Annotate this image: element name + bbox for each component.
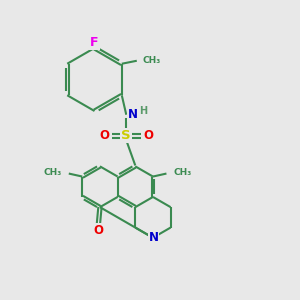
Text: N: N bbox=[148, 231, 158, 244]
Text: O: O bbox=[99, 129, 110, 142]
Text: CH₃: CH₃ bbox=[173, 169, 191, 178]
Text: O: O bbox=[143, 129, 153, 142]
Text: H: H bbox=[139, 106, 147, 116]
Text: O: O bbox=[93, 224, 103, 237]
Text: S: S bbox=[122, 129, 131, 142]
Text: CH₃: CH₃ bbox=[43, 169, 61, 178]
Text: CH₃: CH₃ bbox=[143, 56, 161, 65]
Text: F: F bbox=[90, 36, 99, 49]
Text: N: N bbox=[128, 108, 138, 121]
